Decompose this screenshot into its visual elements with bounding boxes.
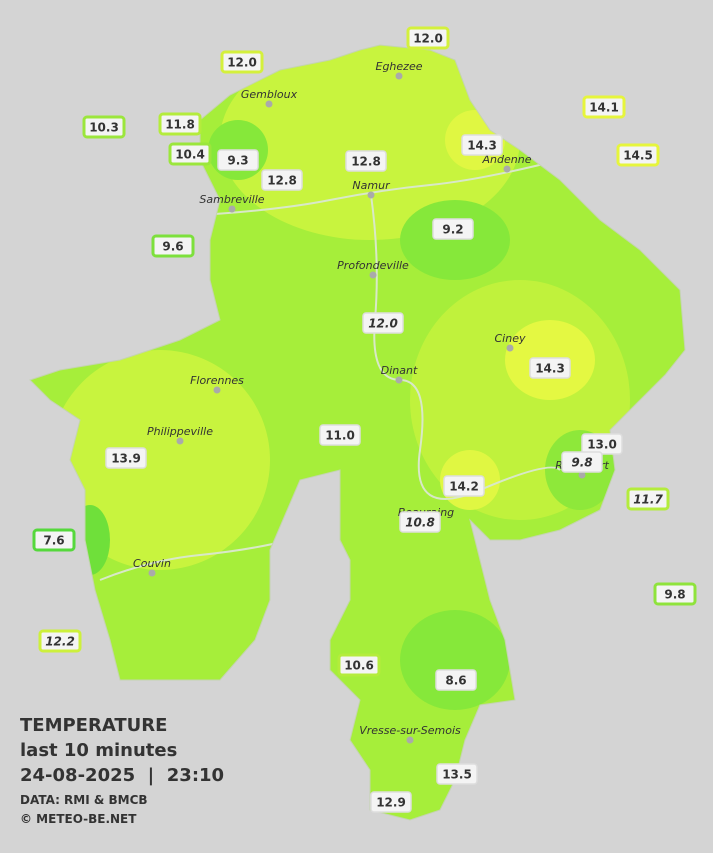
city-label: Couvin <box>133 557 171 570</box>
legend-datetime: 24-08-2025 | 23:10 <box>20 765 224 786</box>
station-box <box>443 475 485 497</box>
station-value: 9.8 <box>571 456 592 470</box>
field-warm <box>50 350 270 570</box>
legend: TEMPERATURE last 10 minutes 24-08-2025 |… <box>20 715 224 826</box>
city-dot <box>213 386 221 394</box>
station-value: 9.8 <box>664 588 685 602</box>
station-box <box>582 95 626 119</box>
city-label: Profondeville <box>337 259 409 272</box>
station-box <box>362 312 404 334</box>
cities: Eghezee Gembloux Andenne Namur Sambreville Pr… <box>133 60 609 744</box>
city-dot <box>506 344 514 352</box>
city-dot <box>148 569 156 577</box>
city-label: Gembloux <box>241 88 298 101</box>
station-box <box>461 134 503 156</box>
station-value: 14.5 <box>623 149 653 163</box>
station-value: 9.3 <box>227 154 248 168</box>
station-box <box>435 669 477 691</box>
station-value: 8.6 <box>445 674 466 688</box>
station-box <box>32 528 76 552</box>
station-box <box>105 447 147 469</box>
station-box <box>653 582 697 606</box>
station-value: 11.0 <box>325 429 355 443</box>
field-cool <box>400 610 510 710</box>
station-box <box>220 50 264 74</box>
station-box <box>436 763 478 785</box>
station-value: 10.3 <box>89 121 119 135</box>
station-value: 7.6 <box>43 534 64 548</box>
station-value: 10.4 <box>175 148 205 162</box>
legend-title: TEMPERATURE <box>20 715 167 736</box>
station-box <box>158 112 202 136</box>
river <box>99 539 291 581</box>
station-box <box>82 115 126 139</box>
station-value: 13.5 <box>442 768 472 782</box>
city-label: Eghezee <box>376 60 423 73</box>
station-value: 12.0 <box>413 32 443 46</box>
station-box <box>432 218 474 240</box>
station-box <box>626 487 670 511</box>
station-value: 12.9 <box>376 796 406 810</box>
city-label: Dinant <box>381 364 418 377</box>
station-box <box>337 653 381 677</box>
station-value: 12.8 <box>351 155 381 169</box>
station-value: 9.2 <box>442 223 463 237</box>
river <box>199 159 561 216</box>
station-box <box>399 511 441 533</box>
station-value: 11.7 <box>633 493 663 507</box>
station-value: 12.2 <box>45 635 75 649</box>
city-dot <box>578 471 586 479</box>
station-box <box>168 142 212 166</box>
station-value: 13.0 <box>587 438 617 452</box>
city-dot <box>395 376 403 384</box>
city-label: Philippeville <box>147 425 213 438</box>
station-box <box>616 143 660 167</box>
city-dot <box>265 100 273 108</box>
station-value: 14.3 <box>467 139 497 153</box>
station-box <box>370 791 412 813</box>
station-value: 9.6 <box>162 240 183 254</box>
station-box <box>38 629 82 653</box>
city-dot <box>228 205 236 213</box>
station-box <box>217 149 259 171</box>
station-value: 14.1 <box>589 101 619 115</box>
station-value: 12.0 <box>227 56 257 70</box>
station-box <box>319 424 361 446</box>
city-label: Ciney <box>495 332 526 345</box>
station-box <box>529 357 571 379</box>
station-box <box>561 451 603 473</box>
station-value: 10.8 <box>405 516 435 530</box>
station-box <box>345 150 387 172</box>
field-cool <box>400 200 510 280</box>
station-box <box>406 26 450 50</box>
city-label: Florennes <box>190 374 244 387</box>
legend-subtitle: last 10 minutes <box>20 740 177 761</box>
station-value: 14.2 <box>449 480 479 494</box>
city-label: Vresse-sur-Semois <box>359 724 461 737</box>
city-dot <box>369 271 377 279</box>
stations: 12.0 12.0 10.3 11.8 10.4 9.3 12.8 12.8 14.1 14.3 1… <box>32 26 697 813</box>
station-box <box>261 169 303 191</box>
station-value: 13.9 <box>111 452 141 466</box>
city-label: Andenne <box>482 153 532 166</box>
legend-copyright: © METEO-BE.NET <box>20 812 137 826</box>
city-label: Namur <box>352 179 391 192</box>
station-value: 14.3 <box>535 362 565 376</box>
city-dot <box>406 736 414 744</box>
city-dot <box>176 437 184 445</box>
legend-source: DATA: RMI & BMCB <box>20 793 148 807</box>
city-dot <box>503 165 511 173</box>
station-value: 10.6 <box>344 659 374 673</box>
station-box <box>151 234 195 258</box>
city-dot <box>367 191 375 199</box>
station-value: 12.8 <box>267 174 297 188</box>
city-dot <box>395 72 403 80</box>
city-label: Sambreville <box>199 193 264 206</box>
station-value: 12.0 <box>368 317 398 331</box>
station-value: 11.8 <box>165 118 195 132</box>
